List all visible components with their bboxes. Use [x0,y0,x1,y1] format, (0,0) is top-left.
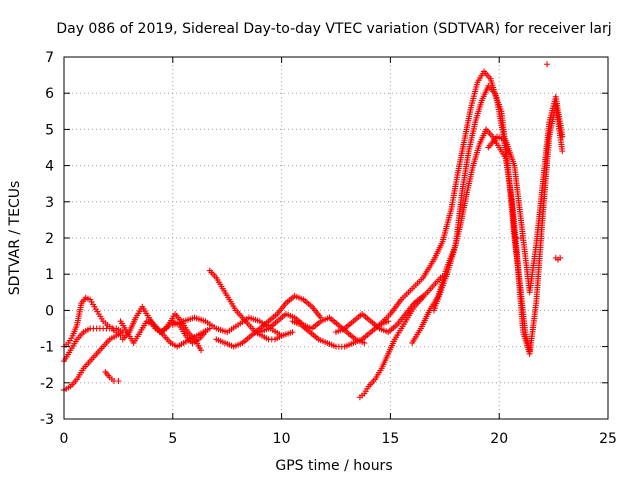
x-tick-label: 10 [273,431,291,447]
data-point [559,133,566,140]
data-point [544,61,551,68]
y-tick-label: 3 [45,195,54,211]
data-point [526,347,533,354]
axis-ticks: 0 5 10 15 20 25 -3 -2 -1 0 1 2 3 4 5 6 7 [40,50,617,447]
x-tick-label: 25 [599,431,617,447]
y-tick-label: 1 [45,267,54,283]
data-point [115,377,122,384]
data-point [198,347,205,354]
y-tick-label: -2 [40,376,54,392]
data-point [289,329,296,336]
data-point [385,318,392,325]
y-tick-label: -3 [40,412,54,428]
data-points [61,61,566,401]
x-tick-label: 0 [60,431,69,447]
data-point [517,235,524,241]
y-tick-label: 6 [45,86,54,102]
y-tick-label: 2 [45,231,54,247]
y-tick-label: 4 [45,159,54,175]
data-point [557,254,564,261]
y-tick-label: 5 [45,122,54,138]
x-axis-label: GPS time / hours [275,458,392,474]
x-tick-label: 15 [381,431,399,447]
y-tick-label: 7 [45,50,54,66]
x-tick-label: 5 [168,431,177,447]
y-tick-label: -1 [40,340,54,356]
y-axis-label: SDTVAR / TECUs [7,181,23,296]
chart-title: Day 086 of 2019, Sidereal Day-to-day VTE… [56,21,611,37]
y-tick-label: 0 [45,303,54,319]
data-point [117,332,124,339]
x-tick-label: 20 [490,431,508,447]
data-point [559,148,566,155]
data-point [361,339,368,346]
